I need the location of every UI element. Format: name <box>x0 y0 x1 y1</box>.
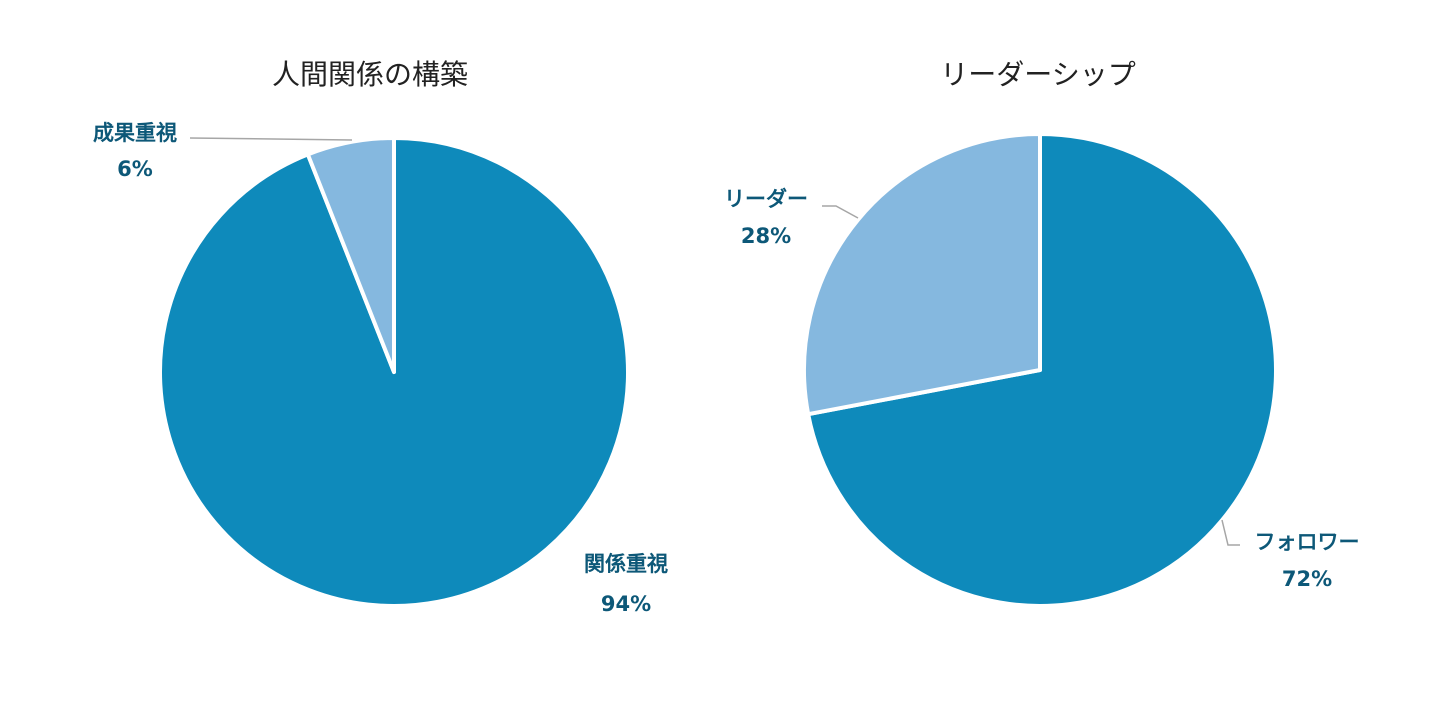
pie-chart-relationship: 人間関係の構築 関係重視 94% 成果重視 6% <box>93 58 668 616</box>
leader-line <box>189 137 353 141</box>
pie-slice <box>305 136 396 374</box>
leader-line <box>822 205 859 219</box>
pie-slice <box>802 132 1042 417</box>
slice-value-label: 72% <box>1282 567 1332 591</box>
slice-name-label: フォロワー <box>1255 530 1360 554</box>
pie-slices <box>157 136 630 608</box>
slice-value-label: 94% <box>601 592 651 616</box>
slice-name-label: リーダー <box>724 187 808 211</box>
chart-title: 人間関係の構築 <box>272 58 468 91</box>
slice-name-label: 成果重視 <box>93 121 177 145</box>
leader-line <box>1221 519 1240 546</box>
chart-title: リーダーシップ <box>940 58 1135 91</box>
pie-labels: 関係重視 94% 成果重視 6% <box>93 121 668 616</box>
pie-slices <box>802 132 1278 608</box>
pie-labels: フォロワー 72% リーダー 28% <box>724 187 1360 591</box>
pie-chart-leadership: リーダーシップ フォロワー 72% リーダー 28% <box>724 58 1360 608</box>
slice-name-label: 関係重視 <box>584 552 668 576</box>
slice-value-label: 28% <box>741 224 791 248</box>
slice-value-label: 6% <box>117 157 153 181</box>
